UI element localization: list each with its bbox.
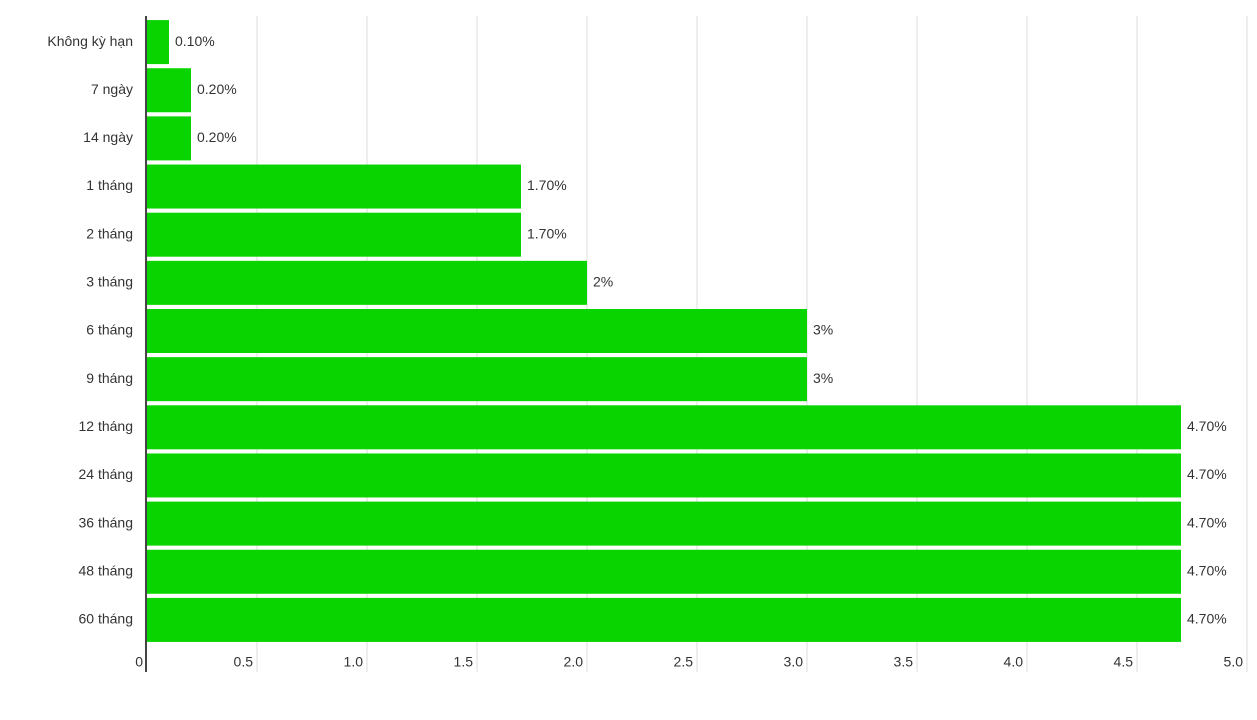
x-tick-label: 4.0 [1004,654,1024,670]
y-tick-label: 12 tháng [79,418,134,434]
value-label: 4.70% [1187,466,1227,482]
value-label: 0.20% [197,81,237,97]
y-tick-label: 2 tháng [86,225,133,241]
x-tick-label: 3.0 [784,654,804,670]
x-tick-label: 3.5 [894,654,914,670]
value-label: 1.70% [527,177,567,193]
value-label: 1.70% [527,225,567,241]
bar [147,20,169,65]
bar [147,309,807,353]
value-label: 0.10% [175,33,215,49]
bar [147,597,1181,642]
bar [147,116,191,161]
bar [147,212,521,257]
value-label: 2% [593,274,613,290]
y-tick-label: 14 ngày [83,129,133,145]
bar [147,164,521,209]
value-label: 4.70% [1187,418,1227,434]
bar [147,549,1181,594]
x-tick-label: 0.5 [234,654,254,670]
value-label: 3% [813,322,833,338]
y-tick-label: 3 tháng [86,274,133,290]
bar [147,260,587,305]
value-label: 0.20% [197,129,237,145]
x-tick-label: 2.0 [564,654,584,670]
value-label: 4.70% [1187,562,1227,578]
value-label: 4.70% [1187,611,1227,627]
x-tick-label: 2.5 [674,654,694,670]
x-tick-label: 1.5 [454,654,474,670]
x-tick-label: 1.0 [344,654,364,670]
x-tick-label: 5.0 [1224,654,1244,670]
y-tick-label: Không kỳ hạn [47,33,133,49]
x-tick-label: 4.5 [1114,654,1134,670]
value-label: 3% [813,370,833,386]
bar [147,453,1181,498]
y-tick-label: 6 tháng [86,322,133,338]
y-tick-label: 7 ngày [91,81,133,97]
bar [147,68,191,113]
value-label: 4.70% [1187,514,1227,530]
y-tick-label: 36 tháng [79,514,134,530]
y-tick-label: 9 tháng [86,370,133,386]
y-tick-label: 60 tháng [79,611,134,627]
bar [147,405,1181,450]
y-tick-label: 48 tháng [79,562,134,578]
bar [147,501,1181,546]
x-tick-label: 0 [135,654,143,670]
y-tick-label: 1 tháng [86,177,133,193]
bar [147,357,807,402]
y-tick-label: 24 tháng [79,466,134,482]
